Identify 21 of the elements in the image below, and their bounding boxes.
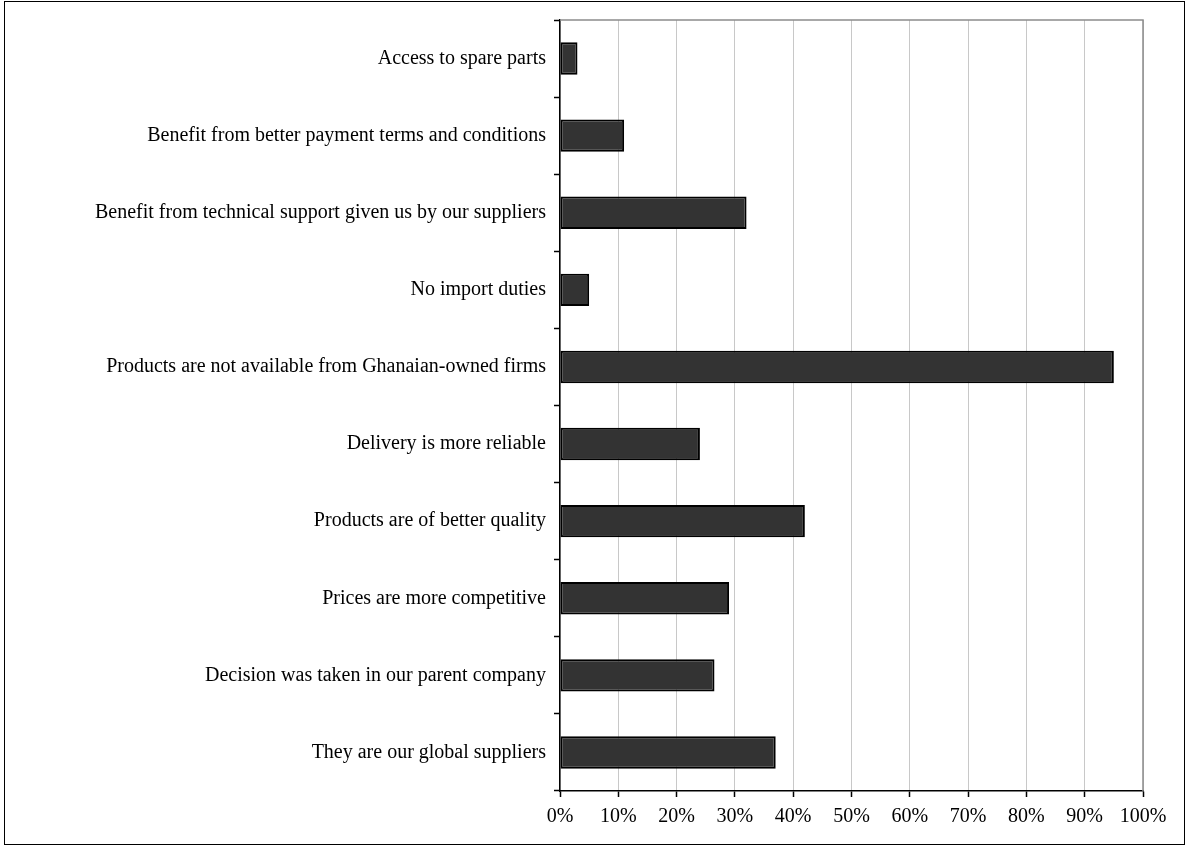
y-tick-label: Benefit from technical support given us by our suppliers bbox=[94, 200, 547, 223]
y-tick-label: Delivery is more reliable bbox=[346, 431, 547, 455]
x-tick-label: 0% bbox=[546, 804, 574, 827]
x-tick-label: 80% bbox=[1008, 804, 1045, 827]
y-tick-label: Access to spare parts bbox=[377, 45, 547, 69]
x-tick-label: 20% bbox=[658, 804, 695, 827]
y-tick-label: They are our global suppliers bbox=[311, 739, 547, 763]
x-tick-label: 30% bbox=[716, 804, 754, 827]
y-tick-label: Products are not available from Ghanaian-owned firms bbox=[106, 354, 547, 377]
x-tick-label: 70% bbox=[949, 804, 987, 827]
y-tick-label: Decision was taken in our parent company bbox=[204, 662, 546, 686]
y-tick-label: Prices are more competitive bbox=[322, 585, 547, 609]
x-tick-label: 50% bbox=[833, 804, 870, 827]
y-tick-label: No import duties bbox=[410, 277, 547, 301]
x-tick-label: 60% bbox=[891, 804, 929, 827]
x-tick-label: 40% bbox=[774, 804, 812, 827]
x-tick-label: 90% bbox=[1066, 804, 1104, 827]
x-tick-label: 10% bbox=[599, 804, 637, 827]
x-tick-label: 100% bbox=[1119, 804, 1167, 827]
y-tick-label: Benefit from better payment terms and conditions bbox=[147, 122, 547, 146]
y-tick-label: Products are of better quality bbox=[313, 508, 546, 532]
